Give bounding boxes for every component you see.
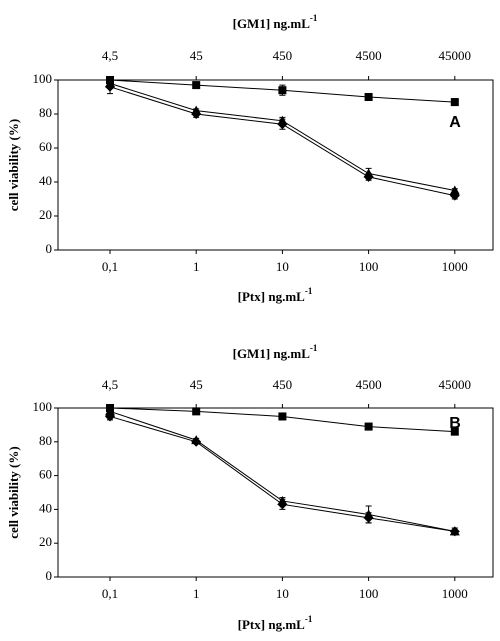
y-tick-label: 60 [39, 467, 52, 482]
x-tick-label: 10 [276, 259, 289, 274]
marker-triangle [191, 435, 202, 445]
x2-tick-label: 450 [273, 48, 293, 63]
axis-title: [GM1] ng.mL-1 [233, 13, 318, 31]
x-tick-label: 1000 [442, 586, 468, 601]
x-tick-label: 100 [359, 586, 379, 601]
axis-title-exponent: -1 [310, 343, 318, 353]
y-tick-label: 20 [39, 207, 52, 222]
marker-triangle [105, 78, 115, 88]
x-tick-label: 0,1 [102, 586, 118, 601]
x2-tick-label: 4,5 [102, 377, 118, 392]
marker-triangle [277, 495, 288, 505]
marker-square [450, 427, 459, 436]
x2-tick-label: 450 [273, 377, 293, 392]
y-tick-label: 100 [33, 399, 53, 414]
marker-triangle [363, 509, 374, 519]
marker-triangle [449, 185, 460, 195]
marker-square [278, 86, 287, 95]
x-tick-label: 1 [193, 259, 200, 274]
x2-tick-label: 45 [190, 377, 203, 392]
axis-title-exponent: -1 [305, 286, 313, 296]
y-tick-label: 0 [46, 568, 53, 583]
axis-title-text: [Ptx] ng.mL [238, 289, 305, 304]
axis-title-text: [GM1] ng.mL [233, 16, 311, 31]
marker-triangle [363, 168, 374, 178]
axis-title-text: [Ptx] ng.mL [238, 617, 305, 632]
series-line [109, 86, 455, 197]
series-line [109, 410, 455, 532]
marker-square [192, 81, 201, 90]
x-tick-label: 1000 [442, 259, 468, 274]
axis-title: [Ptx] ng.mL-1 [238, 286, 313, 304]
marker-triangle [277, 115, 288, 125]
axis-title: [GM1] ng.mL-1 [233, 343, 318, 361]
panel-label: A [449, 114, 461, 131]
marker-square [364, 93, 373, 101]
axis-title-text: [GM1] ng.mL [233, 346, 311, 361]
marker-square [364, 422, 373, 431]
x-tick-label: 0,1 [102, 259, 118, 274]
x2-tick-label: 4,5 [102, 48, 118, 63]
y-tick-label: 40 [39, 173, 52, 188]
axis-title: [Ptx] ng.mL-1 [238, 614, 313, 632]
series-line [109, 415, 455, 532]
marker-square [278, 412, 287, 421]
y-axis-title: cell viability (%) [6, 446, 21, 538]
y-tick-label: 20 [39, 534, 52, 549]
x2-tick-label: 45000 [439, 48, 472, 63]
x-tick-label: 1 [193, 586, 200, 601]
y-tick-label: 40 [39, 500, 52, 515]
axis-title-exponent: -1 [310, 13, 318, 23]
marker-square [192, 407, 201, 416]
x2-tick-label: 45 [190, 48, 203, 63]
marker-triangle [449, 526, 460, 536]
x2-tick-label: 45000 [439, 377, 472, 392]
y-tick-label: 100 [33, 71, 53, 86]
marker-triangle [105, 406, 115, 416]
marker-square [450, 98, 459, 107]
y-tick-label: 80 [39, 105, 52, 120]
plot-frame [57, 79, 494, 251]
y-axis-title: cell viability (%) [6, 119, 21, 211]
x-tick-label: 10 [276, 586, 289, 601]
y-tick-label: 80 [39, 433, 52, 448]
x2-tick-label: 4500 [356, 48, 382, 63]
axis-title-exponent: -1 [305, 614, 313, 624]
plot-frame [57, 407, 494, 578]
y-tick-label: 0 [46, 241, 53, 256]
marker-triangle [191, 105, 202, 115]
panel-label: B [449, 415, 461, 432]
y-tick-label: 60 [39, 139, 52, 154]
x2-tick-label: 4500 [356, 377, 382, 392]
x-tick-label: 100 [359, 259, 379, 274]
